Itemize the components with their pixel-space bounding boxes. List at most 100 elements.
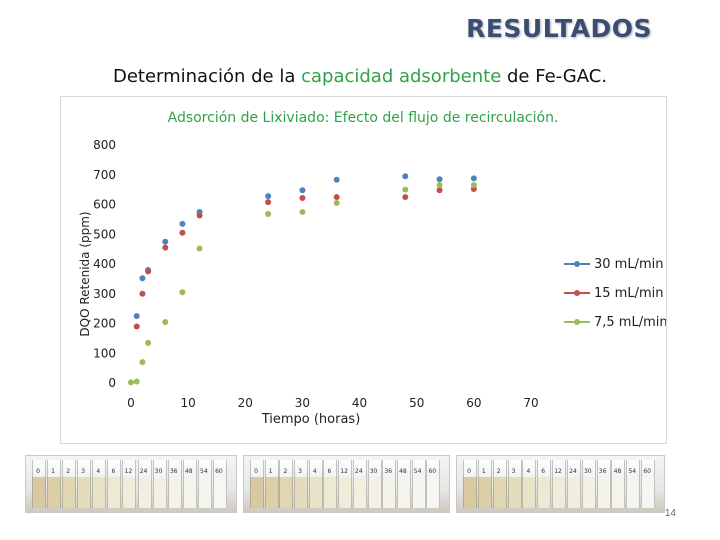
- sample-tube: [152, 460, 167, 508]
- tube-label: 3: [511, 468, 516, 475]
- sample-tube: [611, 460, 626, 508]
- data-point-3: [333, 200, 340, 207]
- y-tick-label: 0: [108, 376, 116, 390]
- sample-tube: [552, 460, 567, 508]
- tube-label: 2: [283, 468, 288, 475]
- tube-label: 36: [598, 468, 607, 475]
- tube-label: 6: [327, 468, 332, 475]
- chart-title: Adsorción de Lixiviado: Efecto del flujo…: [168, 110, 559, 126]
- chart-area: Adsorción de Lixiviado: Efecto del flujo…: [60, 96, 667, 444]
- data-point-1: [333, 176, 340, 183]
- data-point-2: [436, 187, 443, 194]
- sample-tube: [367, 460, 382, 508]
- sample-tube: [596, 460, 611, 508]
- data-point-1: [133, 313, 140, 320]
- subtitle-highlight: capacidad adsorbente: [301, 66, 502, 87]
- sample-tube: [338, 460, 353, 508]
- tube-label: 1: [481, 468, 486, 475]
- data-point-2: [133, 323, 140, 330]
- tube-label: 48: [399, 468, 407, 475]
- data-point-3: [196, 245, 203, 252]
- sample-tube: [264, 460, 279, 508]
- data-point-3: [162, 319, 169, 326]
- tube-label: 12: [340, 468, 348, 475]
- adsorption-chart: Adsorción de Lixiviado: Efecto del flujo…: [78, 110, 666, 427]
- slide-title: RESULTADOS: [466, 14, 652, 43]
- y-tick-label: 100: [93, 346, 116, 360]
- sample-tube: [522, 460, 537, 508]
- page-number: 14: [664, 508, 676, 519]
- sample-tube: [581, 460, 596, 508]
- sample-tube: [197, 460, 212, 508]
- sample-tube: [411, 460, 426, 508]
- tube-label: 1: [51, 468, 55, 475]
- y-tick-label: 200: [93, 317, 116, 331]
- sample-tube: [77, 460, 92, 508]
- data-point-1: [436, 176, 443, 183]
- tube-label: 48: [184, 468, 193, 475]
- data-point-1: [265, 193, 272, 200]
- legend-label-3: 7,5 mL/min: [594, 315, 666, 330]
- sample-tube: [477, 460, 492, 508]
- sample-tube: [212, 460, 227, 508]
- tube-label: 24: [569, 468, 577, 475]
- x-tick-label: 10: [181, 396, 196, 410]
- data-point-1: [402, 173, 409, 180]
- y-tick-label: 300: [93, 287, 116, 301]
- sample-tube: [396, 460, 411, 508]
- data-point-3: [470, 182, 477, 189]
- tube-label: 60: [215, 468, 223, 475]
- tube-label: 2: [496, 468, 501, 475]
- x-tick-label: 30: [295, 396, 310, 410]
- sample-tube: [32, 460, 46, 508]
- tube-label: 4: [312, 468, 317, 475]
- sample-photo-3: 0 1 2 3 4 6 12 24 30 36 48 54 60: [456, 455, 665, 513]
- sample-tube: [426, 460, 441, 508]
- data-point-1: [162, 238, 169, 245]
- data-point-1: [470, 175, 477, 182]
- sample-tube: [492, 460, 507, 508]
- legend-label-2: 15 mL/min: [594, 286, 663, 301]
- sample-tube: [308, 460, 323, 508]
- tube-label: 12: [554, 468, 562, 475]
- sample-tube: [92, 460, 107, 508]
- data-point-2: [333, 194, 340, 201]
- x-tick-label: 0: [127, 396, 135, 410]
- data-point-2: [265, 199, 272, 206]
- x-tick-label: 60: [466, 396, 481, 410]
- tube-label: 3: [298, 468, 302, 475]
- x-axis-label: Tiempo (horas): [261, 412, 361, 427]
- sample-tube: [566, 460, 581, 508]
- tube-label: 0: [36, 468, 40, 475]
- sample-tube: [382, 460, 397, 508]
- data-point-3: [128, 379, 134, 386]
- data-point-2: [196, 212, 203, 219]
- subtitle-text-before: Determinación de la: [112, 66, 302, 87]
- tube-label: 6: [111, 468, 116, 475]
- tube-label: 0: [254, 468, 258, 475]
- tube-label: 0: [467, 468, 471, 475]
- tube-label: 54: [200, 468, 208, 475]
- tube-label: 60: [428, 468, 437, 475]
- y-tick-label: 800: [93, 138, 116, 152]
- data-point-3: [265, 211, 272, 218]
- tube-label: 30: [583, 468, 592, 475]
- data-point-2: [145, 268, 152, 275]
- data-point-1: [179, 220, 186, 227]
- y-tick-label: 500: [93, 227, 116, 241]
- legend-marker-1: [574, 261, 580, 267]
- data-point-3: [139, 359, 146, 366]
- slide-subtitle: Determinación de la capacidad adsorbente…: [0, 66, 720, 87]
- tube-label: 60: [643, 468, 651, 475]
- sample-photo-1: 0 1 2 3 4 6 12 24 30 36 48 54 60: [25, 455, 237, 513]
- data-point-2: [162, 244, 169, 251]
- sample-tube: [626, 460, 641, 508]
- sample-tube: [47, 460, 62, 508]
- tube-label: 48: [613, 468, 622, 475]
- sample-tube: [167, 460, 182, 508]
- y-axis-label: DQO Retenida (ppm): [78, 211, 92, 336]
- sample-tube: [463, 460, 477, 508]
- sample-tube: [279, 460, 294, 508]
- data-point-3: [299, 208, 306, 215]
- sample-tube: [250, 460, 264, 508]
